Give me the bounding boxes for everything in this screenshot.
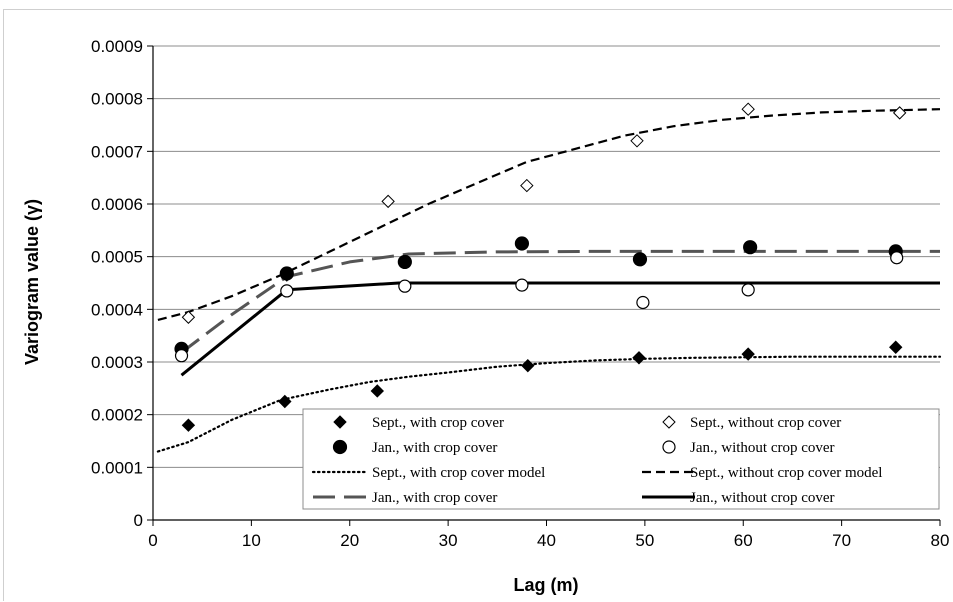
x-tick-label-0: 0 <box>148 531 157 550</box>
y-axis-title: Variogram value (γ) <box>22 199 42 365</box>
legend-symbol-3 <box>662 440 676 454</box>
legend-label-3: Jan., without crop cover <box>690 440 835 456</box>
legend-symbol-1 <box>662 415 676 429</box>
series-7-line <box>180 281 940 377</box>
tick-labels: 0 0.0001 0.0002 0.0003 0.0004 0.0005 0.0006 0.0… <box>91 37 949 550</box>
series-1-point-5 <box>741 102 755 116</box>
x-tick-label-2: 20 <box>340 531 359 550</box>
series-3-point-4 <box>636 295 650 310</box>
series-2-point-1 <box>279 266 294 281</box>
y-tick-label-5: 0.0005 <box>91 248 143 267</box>
legend-label-4: Sept., with crop cover model <box>372 465 545 481</box>
axes <box>147 45 941 526</box>
x-tick-label-3: 30 <box>439 531 458 550</box>
x-tick-label-4: 40 <box>537 531 556 550</box>
series-0-point-2 <box>370 384 385 398</box>
legend-label-5: Sept., without crop cover model <box>690 465 882 481</box>
y-tick-label-8: 0.0008 <box>91 90 143 109</box>
series-3-point-2 <box>398 279 412 293</box>
series-3-point-1 <box>280 284 294 298</box>
series-1-point-3 <box>520 178 534 193</box>
y-tick-label-2: 0.0002 <box>91 406 143 425</box>
y-tick-label-7: 0.0007 <box>91 142 143 161</box>
legend-label-0: Sept., with crop cover <box>372 415 504 431</box>
y-tick-label-9: 0.0009 <box>91 37 143 56</box>
series-0-point-5 <box>741 347 755 361</box>
series-0-point-3 <box>521 358 535 373</box>
series-3-point-0 <box>174 349 189 363</box>
legend-symbol-2 <box>332 439 348 455</box>
legend-label-6: Jan., with crop cover <box>372 490 497 506</box>
series-1-point-6 <box>892 106 907 120</box>
series-0-point-1 <box>278 394 292 409</box>
x-tick-label-1: 10 <box>242 531 261 550</box>
series-1-point-2 <box>381 194 395 209</box>
y-tick-label-4: 0.0004 <box>91 300 143 319</box>
x-tick-label-8: 80 <box>931 531 950 550</box>
series-0-point-6 <box>889 340 903 354</box>
series-0-point-4 <box>632 351 646 365</box>
legend-label-7: Jan., without crop cover <box>690 490 835 506</box>
series-3-point-5 <box>741 283 755 297</box>
gridlines <box>153 45 940 468</box>
legend: Sept., with crop cover Sept., without cro… <box>302 408 940 510</box>
series-2-point-3 <box>514 236 530 251</box>
series-2-point-2 <box>397 254 412 270</box>
chart-frame <box>3 9 952 601</box>
x-tick-label-5: 50 <box>635 531 654 550</box>
series-1-point-4 <box>630 134 644 148</box>
x-axis-title: Lag (m) <box>514 575 579 595</box>
y-tick-label-3: 0.0003 <box>91 353 143 372</box>
series-2-point-4 <box>632 252 648 267</box>
series-5-line <box>157 108 941 321</box>
observed-points <box>174 102 907 432</box>
legend-box <box>302 408 940 510</box>
legend-symbol-0 <box>333 415 347 429</box>
series-2-point-5 <box>743 240 758 255</box>
y-tick-label-1: 0.0001 <box>91 458 143 477</box>
series-0-point-0 <box>181 418 196 432</box>
series-1-point-0 <box>181 310 196 324</box>
x-tick-label-6: 60 <box>734 531 753 550</box>
legend-label-1: Sept., without crop cover <box>690 415 841 431</box>
series-3-point-3 <box>515 278 529 292</box>
series-6-line <box>180 249 940 354</box>
y-tick-label-6: 0.0006 <box>91 195 143 214</box>
series-3-point-6 <box>890 251 904 265</box>
legend-label-2: Jan., with crop cover <box>372 440 497 456</box>
model-lines <box>156 108 942 453</box>
x-tick-label-7: 70 <box>832 531 851 550</box>
y-tick-label-0: 0 <box>134 511 143 530</box>
